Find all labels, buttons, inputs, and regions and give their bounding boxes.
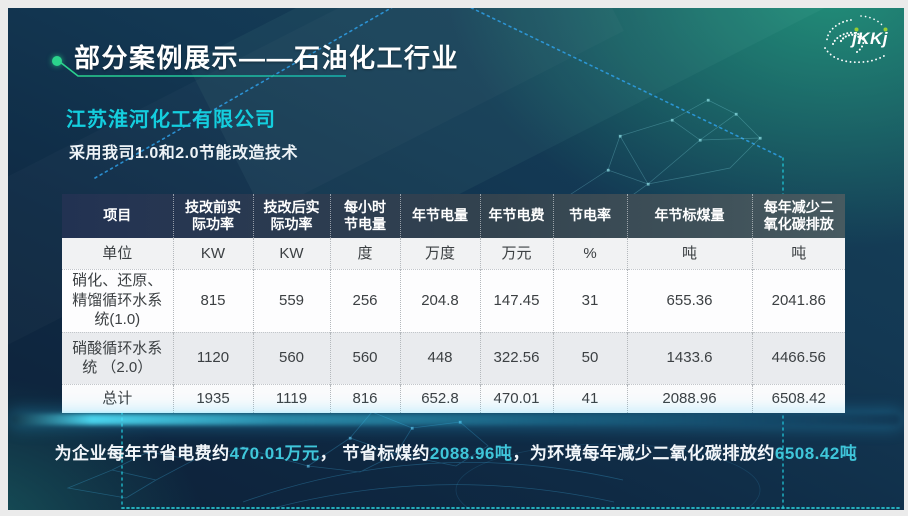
- row-label-cell: 总计: [62, 383, 174, 413]
- unit-cell: 吨: [627, 238, 753, 269]
- header-cell: 年节标煤量: [627, 194, 753, 238]
- header-cell: 项目: [62, 194, 174, 238]
- data-cell: 470.01: [480, 383, 554, 413]
- unit-cell: 万元: [480, 238, 554, 269]
- page-title: 部分案例展示——石油化工行业: [74, 43, 460, 73]
- row-label-cell: 硝酸循环水系 统 （2.0）: [62, 331, 174, 384]
- data-cell: 2088.96: [627, 383, 753, 413]
- title-bullet-icon: [52, 56, 62, 66]
- logo-green-dot-icon: [883, 27, 888, 32]
- jkkj-logo: jKKj: [824, 15, 889, 64]
- unit-cell: 度: [330, 238, 401, 269]
- table-header-row: 项目 技改前实 际功率 技改后实 际功率 每小时 节电量 年节电量 年节电费 节…: [62, 194, 845, 238]
- summary-text: 为企业每年节省电费约470.01万元， 节省标煤约2088.96吨，为环境每年减…: [8, 439, 904, 464]
- unit-row: 单位 KW KW 度 万度 万元 % 吨 吨: [62, 238, 845, 269]
- data-cell: 652.8: [400, 383, 481, 413]
- header-cell: 年节电量: [400, 194, 481, 238]
- data-cell: 559: [253, 268, 331, 332]
- header-cell: 节电率: [553, 194, 628, 238]
- total-row: 总计 1935 1119 816 652.8 470.01 41 2088.96…: [62, 383, 845, 413]
- row-label-cell: 硝化、还原、 精馏循环水系 统(1.0): [62, 268, 174, 332]
- summary-highlight: 470.01万元: [229, 444, 320, 463]
- data-cell: 2041.86: [752, 268, 845, 332]
- summary-segment: 为企业每年节省电费约: [54, 444, 230, 463]
- unit-cell: %: [553, 238, 628, 269]
- network-decoration: [567, 98, 762, 205]
- summary-highlight: 2088.96吨: [429, 444, 513, 463]
- company-name: 江苏淮河化工有限公司: [66, 109, 276, 131]
- data-cell: 204.8: [400, 268, 481, 332]
- unit-label-cell: 单位: [62, 238, 174, 269]
- glow-divider: [12, 414, 900, 425]
- data-cell: 147.45: [480, 268, 554, 332]
- header-cell: 每年减少二 氧化碳排放: [763, 198, 834, 233]
- unit-cell: KW: [253, 238, 331, 269]
- unit-cell: 万度: [400, 238, 481, 269]
- logo-swirl-icon: [824, 15, 888, 64]
- data-cell: 41: [553, 383, 628, 413]
- unit-cell: 吨: [791, 244, 807, 262]
- header-cell: 技改前实 际功率: [173, 194, 254, 238]
- summary-highlight: 6508.42吨: [774, 444, 858, 463]
- data-cell: 560: [253, 331, 331, 384]
- case-table: 项目 技改前实 际功率 技改后实 际功率 每小时 节电量 年节电量 年节电费 节…: [62, 194, 845, 413]
- summary-segment: ， 节省标煤约: [319, 444, 430, 463]
- data-cell: 1119: [253, 383, 331, 413]
- data-row: 硝酸循环水系 统 （2.0） 1120 560 560 448 322.56 5…: [62, 331, 845, 384]
- data-cell: 322.56: [480, 331, 554, 384]
- summary-segment: ，为环境每年减少二氧化碳排放约: [512, 444, 775, 463]
- data-cell: 6508.42: [752, 383, 845, 413]
- data-cell: 816: [330, 383, 401, 413]
- tech-subtitle: 采用我司1.0和2.0节能改造技术: [69, 145, 298, 162]
- title-underline: [59, 61, 346, 77]
- data-cell: 448: [400, 331, 481, 384]
- logo-text: jKKj: [850, 29, 889, 48]
- header-cell: 年节电费: [480, 194, 554, 238]
- header-cell: 技改后实 际功率: [253, 194, 331, 238]
- data-cell: 4466.56: [752, 331, 845, 384]
- unit-cell: KW: [173, 238, 254, 269]
- data-cell: 1120: [173, 331, 254, 384]
- slide: jKKj 部分案例展示——石油化工行业 江苏淮河化工有限公司 采用我司1.0和2…: [8, 8, 904, 510]
- data-cell: 50: [553, 331, 628, 384]
- data-cell: 31: [553, 268, 628, 332]
- header-cell: 每小时 节电量: [330, 194, 401, 238]
- data-cell: 560: [330, 331, 401, 384]
- data-cell: 1935: [173, 383, 254, 413]
- data-cell: 1433.6: [627, 331, 753, 384]
- data-cell: 256: [330, 268, 401, 332]
- logo-green-dot-icon: [854, 27, 859, 32]
- data-cell: 815: [173, 268, 254, 332]
- data-row: 硝化、还原、 精馏循环水系 统(1.0) 815 559 256 204.8 1…: [62, 268, 845, 332]
- data-cell: 655.36: [627, 268, 753, 332]
